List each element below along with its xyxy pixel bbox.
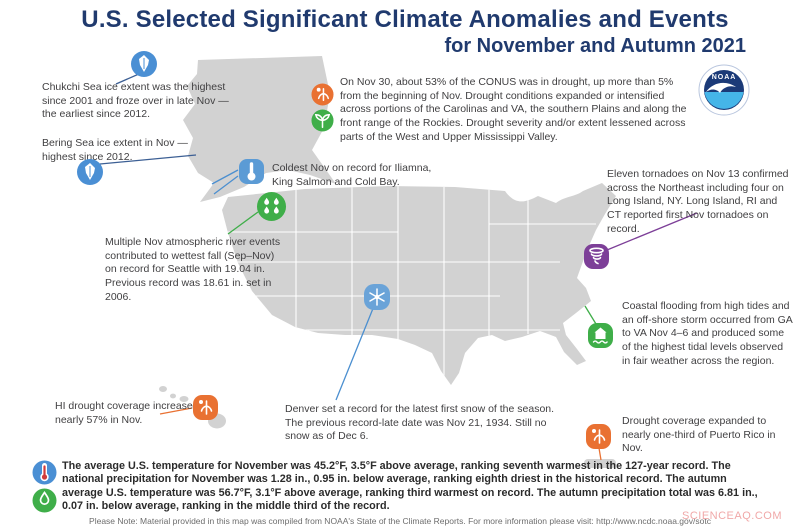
precipitation-icon: [32, 488, 57, 518]
callout-atmospheric-river: Multiple Nov atmospheric river events co…: [105, 236, 281, 303]
noaa-logo-text: NOAA: [711, 74, 737, 81]
callout-chukchi-sea-ice: Chukchi Sea ice extent was the highest s…: [42, 81, 229, 121]
page-title: U.S. Selected Significant Climate Anomal…: [81, 6, 729, 33]
state-borders: [222, 186, 596, 378]
drought-icon: [311, 83, 334, 111]
cold-thermometer-icon: [238, 158, 265, 190]
drought-icon: [192, 394, 219, 426]
coastal-flooding-icon: [587, 322, 614, 354]
watermark: SCIENCEAQ.COM: [681, 510, 782, 522]
alaska-shape: [183, 56, 336, 202]
callout-tornadoes: Eleven tornadoes on Nov 13 confirmed acr…: [607, 168, 789, 235]
callout-puerto-rico-drought: Drought coverage expanded to nearly one-…: [622, 415, 776, 455]
climate-summary: The average U.S. temperature for Novembe…: [62, 460, 758, 513]
puerto-rico-shape: [584, 459, 616, 468]
footer-note: Please Note: Material provided in this m…: [89, 516, 711, 526]
callout-denver-snow: Denver set a record for the latest first…: [285, 403, 555, 443]
noaa-logo-graphic: [698, 64, 750, 116]
noaa-logo: NOAA: [698, 64, 750, 116]
tornado-icon: [583, 243, 610, 275]
callout-hawaii-drought: HI drought coverage increased to nearly …: [55, 400, 211, 426]
warm-thermometer-icon: [32, 460, 57, 490]
sea-ice-icon: [130, 50, 158, 83]
callout-bering-sea-ice: Bering Sea ice extent in Nov — highest s…: [42, 137, 188, 163]
vegetation-icon: [311, 109, 334, 137]
drought-icon: [585, 423, 612, 455]
connector-lines: [99, 69, 698, 461]
snowflake-icon: [363, 283, 391, 316]
callout-coastal-flooding: Coastal flooding from high tides and an …: [622, 300, 793, 367]
rain-droplets-icon: [256, 191, 287, 227]
title-block: U.S. Selected Significant Climate Anomal…: [60, 6, 750, 58]
conus-shape: [222, 183, 616, 385]
callout-conus-drought: On Nov 30, about 53% of the CONUS was in…: [340, 76, 687, 143]
page-subtitle: for November and Autumn 2021: [444, 35, 746, 57]
sea-ice-icon: [76, 158, 104, 191]
callout-coldest-nov: Coldest Nov on record for Iliamna, King …: [272, 162, 432, 188]
